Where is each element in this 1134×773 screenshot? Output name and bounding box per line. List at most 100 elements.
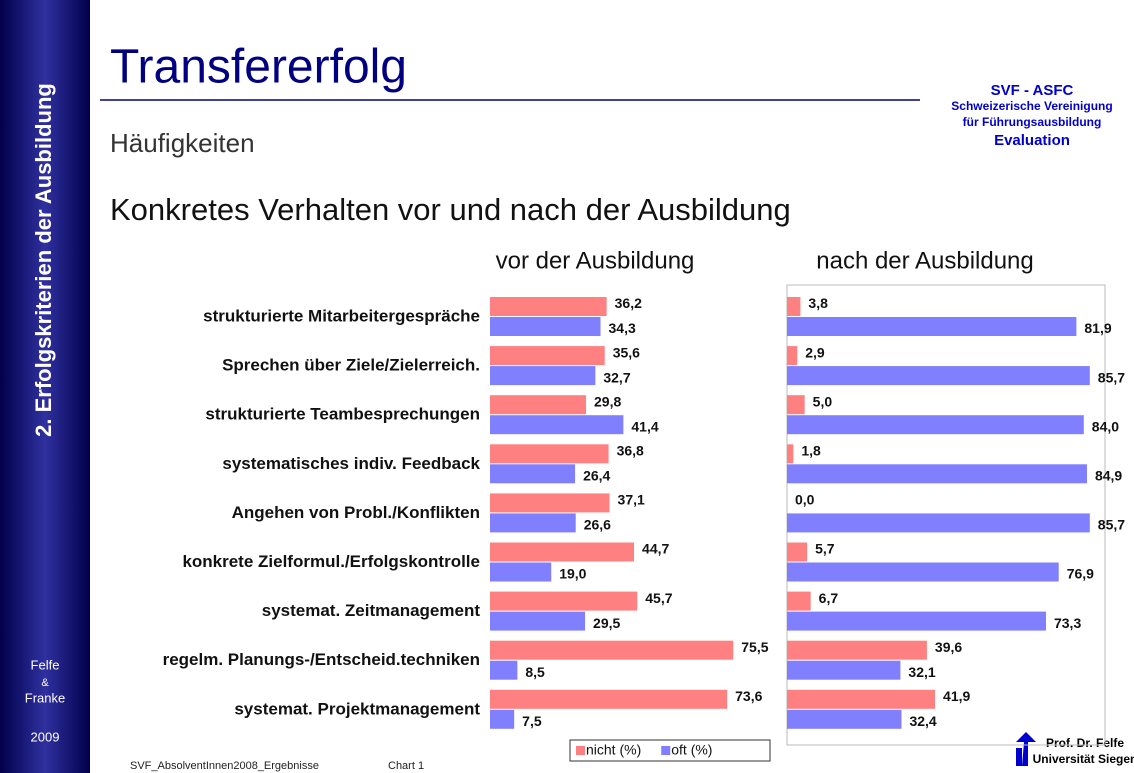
value-label: 2,9 bbox=[805, 344, 825, 360]
subtitle: Häufigkeiten bbox=[110, 128, 255, 158]
bar bbox=[787, 513, 1090, 533]
bar bbox=[490, 464, 576, 484]
value-label: 39,6 bbox=[935, 639, 962, 655]
category-label: regelm. Planungs-/Entscheid.techniken bbox=[163, 650, 480, 669]
value-label: 1,8 bbox=[801, 443, 821, 459]
value-label: 45,7 bbox=[645, 590, 672, 606]
bar bbox=[490, 297, 607, 316]
bar bbox=[787, 346, 798, 366]
value-label: 84,0 bbox=[1092, 418, 1119, 434]
footer-author: Prof. Dr. Felfe bbox=[1046, 736, 1124, 750]
bar bbox=[490, 493, 610, 513]
value-label: 7,5 bbox=[522, 713, 542, 729]
logo bbox=[1016, 732, 1036, 766]
title: Transfererfolg bbox=[110, 41, 407, 94]
sidebar bbox=[0, 0, 90, 773]
value-label: 32,1 bbox=[908, 664, 935, 680]
bar bbox=[787, 591, 811, 611]
bar bbox=[787, 415, 1084, 435]
chart-title: nach der Ausbildung bbox=[816, 247, 1034, 274]
bar bbox=[490, 611, 586, 631]
value-label: 73,6 bbox=[735, 688, 762, 704]
value-label: 44,7 bbox=[642, 541, 669, 557]
bar bbox=[490, 542, 635, 562]
bar bbox=[787, 640, 927, 660]
category-label: systematisches indiv. Feedback bbox=[222, 454, 480, 473]
sidebar-year: 2009 bbox=[31, 729, 60, 744]
value-label: 37,1 bbox=[618, 492, 645, 508]
sidebar-section: 2. Erfolgskriterien der Ausbildung bbox=[31, 83, 56, 437]
bar bbox=[787, 297, 801, 316]
org-line: Schweizerische Vereinigung bbox=[951, 99, 1112, 113]
value-label: 84,9 bbox=[1095, 468, 1122, 484]
category-label: systemat. Projektmanagement bbox=[234, 699, 480, 718]
value-label: 29,8 bbox=[594, 393, 621, 409]
footer-file: SVF_AbsolventInnen2008_Ergebnisse bbox=[130, 760, 319, 772]
value-label: 8,5 bbox=[525, 664, 545, 680]
heading: Konkretes Verhalten vor und nach der Aus… bbox=[110, 192, 791, 227]
bar bbox=[490, 709, 515, 729]
bar bbox=[787, 464, 1087, 484]
org-line: Evaluation bbox=[994, 132, 1070, 149]
bar bbox=[787, 611, 1046, 631]
bar bbox=[787, 444, 794, 464]
value-label: 41,9 bbox=[943, 688, 970, 704]
bar bbox=[490, 591, 638, 611]
bar bbox=[490, 395, 587, 415]
value-label: 34,3 bbox=[609, 320, 636, 336]
value-label: 76,9 bbox=[1067, 566, 1094, 582]
chart-title: vor der Ausbildung bbox=[496, 247, 695, 274]
category-label: Sprechen über Ziele/Zielerreich. bbox=[222, 356, 480, 375]
bar bbox=[490, 444, 609, 464]
category-label: konkrete Zielformul./Erfolgskontrolle bbox=[182, 552, 480, 571]
sidebar-author: Felfe bbox=[31, 657, 60, 672]
bar bbox=[787, 317, 1077, 336]
bar bbox=[787, 709, 902, 729]
sidebar-author: Franke bbox=[25, 690, 65, 705]
value-label: 81,9 bbox=[1084, 320, 1111, 336]
category-label: strukturierte Mitarbeitergespräche bbox=[203, 306, 480, 325]
footer-chart: Chart 1 bbox=[388, 760, 424, 772]
legend-swatch bbox=[661, 746, 671, 755]
bar bbox=[490, 660, 518, 680]
value-label: 73,3 bbox=[1054, 615, 1081, 631]
value-label: 85,7 bbox=[1098, 517, 1125, 533]
value-label: 0,0 bbox=[795, 492, 815, 508]
value-label: 19,0 bbox=[559, 566, 586, 582]
bar bbox=[787, 366, 1090, 386]
bar bbox=[787, 395, 805, 415]
value-label: 32,4 bbox=[909, 713, 936, 729]
sidebar-author: & bbox=[41, 677, 49, 689]
bar bbox=[490, 640, 734, 660]
bar bbox=[787, 689, 936, 709]
bar bbox=[490, 513, 576, 533]
legend-label: oft (%) bbox=[671, 742, 712, 758]
org-line: für Führungsausbildung bbox=[963, 115, 1102, 129]
bar bbox=[490, 689, 728, 709]
value-label: 3,8 bbox=[808, 295, 828, 311]
value-label: 36,8 bbox=[617, 443, 644, 459]
category-label: systemat. Zeitmanagement bbox=[262, 601, 481, 620]
legend-swatch bbox=[576, 746, 585, 755]
category-label: Angehen von Probl./Konflikten bbox=[232, 503, 480, 522]
bar bbox=[490, 415, 624, 435]
category-label: strukturierte Teambesprechungen bbox=[205, 405, 480, 424]
bar bbox=[490, 366, 596, 386]
value-label: 41,4 bbox=[631, 418, 658, 434]
value-label: 85,7 bbox=[1098, 369, 1125, 385]
value-label: 5,7 bbox=[815, 541, 835, 557]
value-label: 75,5 bbox=[741, 639, 768, 655]
footer-author: Universität Siegen bbox=[1033, 752, 1134, 766]
bar bbox=[490, 346, 605, 366]
bar bbox=[490, 562, 552, 582]
bar bbox=[787, 562, 1059, 582]
value-label: 26,6 bbox=[584, 517, 611, 533]
bar bbox=[787, 660, 901, 680]
bar bbox=[787, 542, 808, 562]
legend-label: nicht (%) bbox=[586, 742, 641, 758]
value-label: 29,5 bbox=[593, 615, 620, 631]
org-line: SVF - ASFC bbox=[991, 82, 1074, 99]
value-label: 26,4 bbox=[583, 468, 610, 484]
